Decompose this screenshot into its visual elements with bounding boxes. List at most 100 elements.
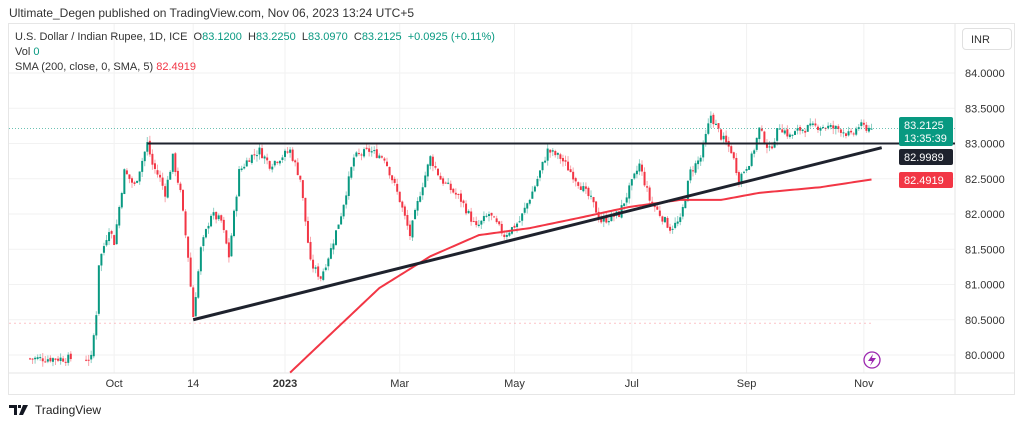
candle-up — [827, 125, 830, 129]
candle-down — [490, 212, 493, 216]
y-tick-label: 82.5000 — [965, 174, 1005, 186]
candle-down — [396, 183, 399, 192]
candle-down — [661, 216, 664, 222]
candle-up — [146, 142, 149, 152]
candle-up — [477, 224, 480, 226]
candle-down — [133, 182, 136, 184]
candle-down — [261, 148, 264, 159]
candle-down — [291, 149, 294, 161]
candle-down — [179, 183, 182, 191]
candle-down — [500, 223, 503, 234]
candle-up — [97, 265, 100, 314]
tradingview-logo[interactable]: TradingView — [9, 403, 101, 417]
candle-up — [34, 357, 37, 360]
candle-down — [44, 361, 47, 363]
candle-up — [233, 210, 235, 237]
candle-up — [526, 203, 529, 209]
candle-up — [518, 221, 521, 223]
candle-down — [153, 163, 156, 169]
candle-down — [357, 153, 360, 155]
candle-down — [574, 178, 577, 182]
y-tick-label: 83.0000 — [965, 139, 1005, 151]
candle-down — [442, 178, 445, 184]
candle-up — [263, 156, 266, 159]
candle-up — [243, 166, 246, 169]
candle-up — [123, 169, 126, 195]
candle-down — [462, 200, 465, 204]
candle-up — [722, 135, 725, 140]
candle-down — [151, 153, 154, 165]
candle-down — [189, 257, 192, 287]
candle-up — [332, 243, 335, 250]
candle-down — [498, 221, 501, 225]
candle-up — [202, 237, 205, 247]
candle-up — [822, 127, 825, 129]
candle-down — [804, 130, 807, 133]
candle-up — [105, 240, 108, 246]
candle-up — [447, 182, 450, 184]
candle-up — [322, 271, 325, 280]
candle-up — [329, 248, 332, 259]
candle-up — [327, 258, 330, 267]
lightning-icon[interactable] — [863, 351, 881, 369]
sma-legend[interactable]: SMA (200, close, 0, SMA, 5) 82.4919 — [15, 61, 196, 73]
candle-down — [131, 178, 133, 183]
y-tick-label: 82.0000 — [965, 209, 1005, 221]
candle-up — [36, 357, 39, 359]
candle-up — [335, 230, 337, 245]
candle-up — [115, 224, 118, 245]
candle-up — [238, 169, 241, 197]
candle-down — [454, 192, 457, 195]
y-tick-label: 83.5000 — [965, 103, 1005, 115]
candle-down — [125, 170, 128, 175]
ascending-trendline — [192, 146, 883, 322]
candle-down — [814, 123, 817, 126]
candle-up — [217, 215, 220, 220]
candle-up — [714, 123, 717, 126]
candle-up — [363, 149, 366, 157]
candle-up — [694, 163, 697, 173]
x-tick-label: Nov — [854, 378, 874, 390]
candle-down — [725, 135, 728, 143]
candle-down — [62, 358, 65, 362]
candle-up — [679, 217, 682, 223]
candle-down — [317, 266, 320, 277]
candle-up — [467, 210, 470, 214]
candle-down — [579, 186, 582, 190]
candle-up — [745, 168, 748, 171]
candle-down — [459, 193, 462, 202]
candle-up — [199, 247, 202, 272]
publish-info: Ultimate_Degen published on TradingView.… — [9, 6, 415, 20]
candle-down — [493, 216, 496, 218]
candle-down — [712, 114, 715, 125]
symbol-title: U.S. Dollar / Indian Rupee, 1D, ICE — [15, 31, 188, 43]
candle-up — [791, 134, 794, 136]
candle-up — [59, 357, 62, 362]
ohlc-legend: U.S. Dollar / Indian Rupee, 1D, ICE O83.… — [15, 31, 495, 43]
candle-down — [215, 211, 218, 220]
currency-button[interactable]: INR — [962, 28, 1012, 50]
candle-up — [169, 171, 172, 180]
candle-up — [480, 220, 483, 225]
candle-up — [684, 199, 687, 209]
candle-up — [819, 127, 822, 131]
candle-up — [245, 160, 248, 167]
candle-up — [686, 180, 689, 202]
candle-up — [273, 160, 276, 166]
resistance-price-label-bg — [899, 149, 953, 165]
candle-up — [278, 160, 281, 164]
candle-down — [54, 358, 57, 360]
candle-up — [847, 131, 850, 136]
candle-up — [523, 207, 526, 213]
logo-text: TradingView — [35, 403, 102, 417]
candle-up — [748, 165, 751, 170]
candle-down — [600, 217, 603, 223]
candle-down — [128, 174, 131, 179]
candle-down — [266, 157, 269, 161]
x-tick-label: Jul — [625, 378, 639, 390]
candle-up — [138, 171, 141, 182]
candle-up — [482, 216, 485, 222]
candle-down — [360, 154, 363, 156]
candle-up — [870, 128, 873, 130]
